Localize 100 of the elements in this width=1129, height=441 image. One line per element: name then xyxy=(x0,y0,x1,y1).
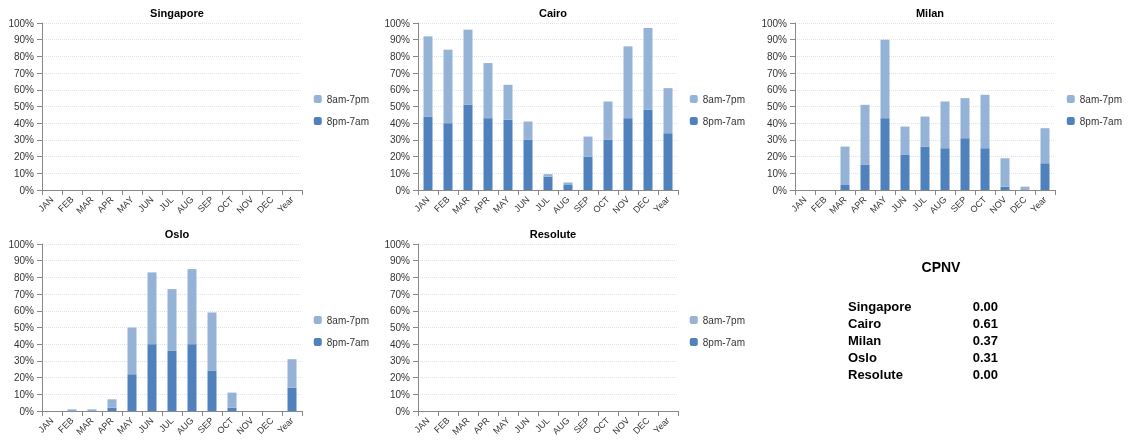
bar xyxy=(563,182,573,185)
bar xyxy=(860,104,870,165)
bar xyxy=(463,29,473,105)
chart-title: Cairo xyxy=(538,6,568,19)
bar xyxy=(107,399,117,408)
bar xyxy=(167,289,177,351)
y-tick-label: 40% xyxy=(13,338,35,350)
chart-title: Oslo xyxy=(164,227,190,240)
x-tick-label: Year xyxy=(275,415,296,436)
y-tick-label: 100% xyxy=(8,17,35,29)
bar xyxy=(543,176,553,190)
x-tick-label: Year xyxy=(651,194,672,215)
bar xyxy=(563,184,573,190)
x-tick-label: JUL xyxy=(157,194,176,213)
y-tick-label: 10% xyxy=(389,167,411,179)
text: 0.61 xyxy=(972,316,998,331)
y-tick-label: 100% xyxy=(8,238,35,250)
x-tick-label: JUL xyxy=(533,415,552,434)
y-tick-label: 40% xyxy=(13,117,35,129)
y-tick-label: 50% xyxy=(13,101,35,112)
y-tick-label: 90% xyxy=(13,255,35,267)
bar xyxy=(207,370,217,411)
x-tick-label: JUL xyxy=(910,194,929,213)
text: Milan xyxy=(848,333,882,348)
bar xyxy=(643,109,653,190)
y-tick-label: 90% xyxy=(13,34,35,46)
bar xyxy=(1000,158,1010,187)
y-tick-label: 20% xyxy=(766,151,788,163)
text: Singapore xyxy=(848,299,912,314)
bar xyxy=(503,84,513,120)
y-tick-label: 0% xyxy=(772,184,788,196)
bar xyxy=(127,327,137,375)
y-tick-label: 70% xyxy=(13,67,35,79)
text: Cairo xyxy=(848,316,882,331)
bar xyxy=(583,156,593,190)
y-tick-label: 30% xyxy=(389,134,411,146)
bar xyxy=(167,350,177,411)
x-tick-label: JUL xyxy=(157,415,176,434)
bar xyxy=(147,272,157,345)
legend-label: 8am-7pm xyxy=(1079,93,1123,105)
bar xyxy=(603,101,613,140)
y-tick-label: 50% xyxy=(389,322,411,333)
legend-label: 8pm-7am xyxy=(326,115,370,127)
y-tick-label: 20% xyxy=(389,372,411,384)
bar xyxy=(443,49,453,124)
chart-title: Resolute xyxy=(529,227,577,240)
y-tick-label: 40% xyxy=(766,117,788,129)
y-tick-label: 60% xyxy=(389,305,411,317)
y-tick-label: 80% xyxy=(13,50,35,62)
bar xyxy=(423,36,433,117)
y-tick-label: 80% xyxy=(389,271,411,283)
legend-label: 8am-7pm xyxy=(326,314,370,326)
bar xyxy=(187,269,197,345)
bar xyxy=(1040,128,1050,164)
y-tick-label: 70% xyxy=(389,67,411,79)
y-tick-label: 80% xyxy=(766,50,788,62)
bar xyxy=(920,146,930,190)
y-tick-label: 10% xyxy=(389,388,411,400)
bar xyxy=(663,133,673,190)
chart-title: Milan xyxy=(915,6,945,19)
x-tick-label: FEB xyxy=(432,415,452,435)
x-tick-label: Year xyxy=(275,194,296,215)
legend-label: 8pm-7am xyxy=(326,336,370,348)
x-tick-label: FEB xyxy=(56,415,76,435)
bar xyxy=(980,148,990,190)
y-tick-label: 60% xyxy=(389,84,411,96)
y-tick-label: 90% xyxy=(766,34,788,46)
legend-label: 8pm-7am xyxy=(702,115,746,127)
y-tick-label: 40% xyxy=(389,117,411,129)
bar xyxy=(127,374,137,411)
text: 0.31 xyxy=(972,350,998,365)
legend-label: 8pm-7am xyxy=(1079,115,1123,127)
bar xyxy=(483,118,493,190)
bar xyxy=(483,63,493,119)
legend-label: 8am-7pm xyxy=(326,93,370,105)
bar xyxy=(960,138,970,190)
bar xyxy=(623,118,633,190)
y-tick-label: 50% xyxy=(766,101,788,112)
bar xyxy=(880,39,890,119)
bar xyxy=(523,121,533,140)
y-tick-label: 0% xyxy=(395,184,411,196)
y-tick-label: 30% xyxy=(13,134,35,146)
bar xyxy=(980,94,990,149)
bar xyxy=(900,126,910,155)
y-tick-label: 100% xyxy=(761,17,788,29)
y-tick-label: 60% xyxy=(13,305,35,317)
text: CPNV xyxy=(920,259,962,275)
x-tick-label: Year xyxy=(651,415,672,436)
bar xyxy=(543,174,553,177)
bar xyxy=(147,344,157,411)
bar xyxy=(840,146,850,185)
bar xyxy=(840,184,850,190)
bar xyxy=(960,98,970,139)
y-tick-label: 80% xyxy=(13,271,35,283)
bar xyxy=(900,154,910,190)
bar xyxy=(583,136,593,157)
bar xyxy=(603,139,613,190)
bar xyxy=(643,28,653,110)
y-tick-label: 0% xyxy=(395,405,411,417)
y-tick-label: 50% xyxy=(13,322,35,333)
